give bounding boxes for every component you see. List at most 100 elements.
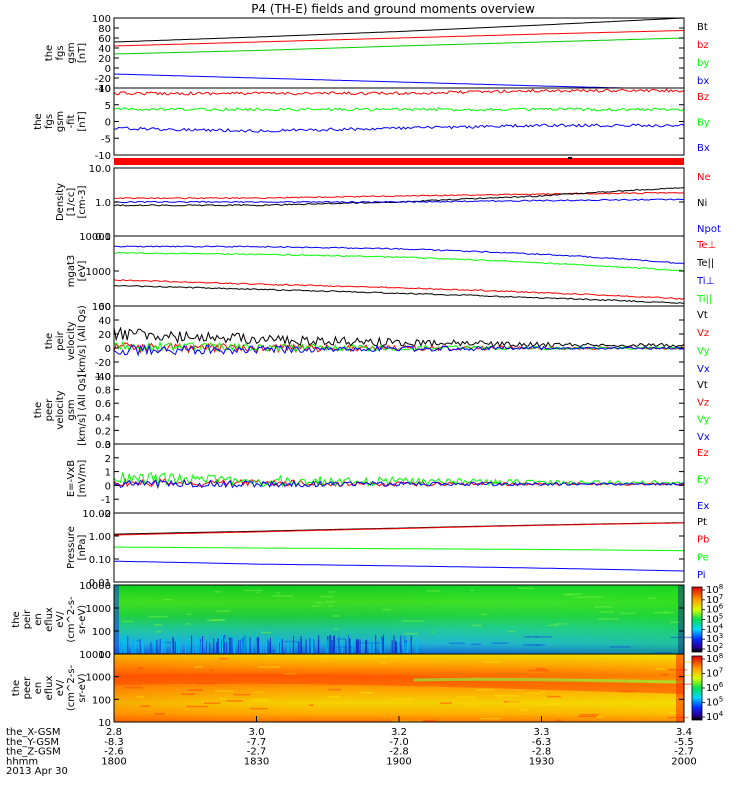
spectrogram-texture xyxy=(660,673,669,676)
spectrogram-texture xyxy=(382,608,391,611)
y-tick-label: 3 xyxy=(105,440,111,451)
spectrogram-texture xyxy=(136,695,144,698)
spectrogram-texture xyxy=(381,638,383,653)
y-axis-label: [km/s] (All Qs) xyxy=(77,305,88,377)
y-tick-label: 0.0 xyxy=(95,440,111,451)
y-tick-label: 1000 xyxy=(86,673,111,684)
spectrogram-texture xyxy=(398,640,400,653)
spectrogram-texture xyxy=(554,623,567,625)
spectrogram-texture xyxy=(233,693,251,696)
spectrogram-texture xyxy=(186,705,208,708)
spectrogram-texture xyxy=(185,638,187,653)
spectrogram-texture xyxy=(393,635,395,653)
spectrogram-texture xyxy=(279,642,281,653)
spectrogram-texture xyxy=(491,642,509,644)
series-line-Pi xyxy=(113,560,684,572)
series-line-Ni xyxy=(113,187,685,207)
y-axis-label: the xyxy=(11,680,22,696)
spectrogram-texture xyxy=(479,717,501,720)
spectrogram-texture xyxy=(210,619,224,621)
spectrogram-texture xyxy=(336,636,338,653)
y-axis-label: peir xyxy=(22,609,33,629)
series-line-Ex xyxy=(113,479,685,489)
spectrogram-texture xyxy=(653,611,674,614)
spectrogram-texture xyxy=(154,713,165,715)
y-axis-label: E=-VxB xyxy=(66,460,77,497)
spectrogram-texture xyxy=(238,640,240,653)
spectrogram-texture xyxy=(423,719,436,722)
spectrogram-texture xyxy=(249,707,268,710)
spectrogram-texture xyxy=(480,613,488,616)
colorbar-gradient xyxy=(691,655,703,721)
legend-entry-Ne: Ne xyxy=(697,172,711,183)
spectrogram-texture xyxy=(327,695,340,698)
spectrogram-texture xyxy=(202,636,204,653)
spectrogram-texture xyxy=(290,637,292,653)
spectrogram-texture xyxy=(244,589,263,592)
y-tick-label: 0.10 xyxy=(89,555,111,566)
spectrogram-texture xyxy=(330,635,332,653)
spectrogram-texture xyxy=(148,615,169,618)
legend-entry-Vx: Vx xyxy=(697,364,710,375)
spectrogram-texture xyxy=(382,637,384,653)
spectrogram-texture xyxy=(186,613,192,615)
axis-value: 3.3 xyxy=(534,727,550,738)
legend-entry-bz: bz xyxy=(697,40,709,51)
spectrogram-texture xyxy=(121,641,123,653)
spectrogram-texture xyxy=(161,637,163,653)
legend-entry-Te⊥: Te⊥ xyxy=(696,240,716,251)
spectrogram-texture xyxy=(409,640,411,653)
axis-row-label: 2013 Apr 30 xyxy=(6,766,68,777)
axis-value: -2.7 xyxy=(674,747,694,758)
spectrogram-texture xyxy=(259,641,261,653)
spectrogram-texture xyxy=(256,637,258,653)
spectrogram-texture xyxy=(507,700,525,703)
y-tick-label: 0.6 xyxy=(95,399,111,410)
y-tick-label: 0 xyxy=(105,344,111,355)
spectrogram-texture xyxy=(131,638,133,653)
spectrogram-texture xyxy=(348,638,350,653)
spectrogram-texture xyxy=(413,677,685,684)
spectrogram-texture xyxy=(241,641,243,653)
y-axis-label: the xyxy=(11,611,22,627)
legend-entry-Bx: Bx xyxy=(697,143,710,154)
y-axis-label: Density xyxy=(55,183,66,221)
series-line-bx xyxy=(113,73,684,89)
y-axis-label: sr-eV) xyxy=(77,605,88,634)
spectrogram-texture xyxy=(448,642,465,645)
spectrogram-texture xyxy=(187,689,203,691)
spectrogram-texture xyxy=(196,636,198,653)
spectrogram-texture xyxy=(163,641,174,644)
series-line-Bz xyxy=(113,88,685,96)
spectrogram-texture xyxy=(174,641,176,653)
legend-entry-Vy: Vy xyxy=(697,346,710,357)
spectrogram-texture xyxy=(113,673,685,694)
spectrogram-texture xyxy=(334,635,336,653)
spectrogram-texture xyxy=(315,601,322,604)
spectrogram-texture xyxy=(365,640,367,653)
spectrogram-texture xyxy=(177,635,179,653)
spectrogram-texture xyxy=(525,692,542,695)
spectrogram-texture xyxy=(193,666,203,668)
spectrogram-texture xyxy=(220,635,222,653)
spectrogram-texture xyxy=(358,691,375,694)
y-axis-label: eflux xyxy=(44,607,55,632)
legend-entry-Ti⊥: Ti⊥ xyxy=(696,276,714,287)
colorbar-tick-label: 106 xyxy=(706,681,724,694)
series-line-by xyxy=(113,37,685,55)
spectrogram-texture xyxy=(163,598,173,601)
spectrogram-texture xyxy=(239,634,241,653)
y-tick-label: 40 xyxy=(98,44,111,55)
spectrogram-texture xyxy=(132,637,134,653)
series-line-bz xyxy=(113,30,685,47)
spectrogram-texture xyxy=(331,640,333,653)
y-axis-label: (cm^2-s- xyxy=(66,664,77,711)
panel-frame xyxy=(113,375,685,445)
y-tick-label: 0.2 xyxy=(95,426,111,437)
spectrogram-texture xyxy=(456,696,475,698)
spectrogram-texture xyxy=(119,637,121,653)
